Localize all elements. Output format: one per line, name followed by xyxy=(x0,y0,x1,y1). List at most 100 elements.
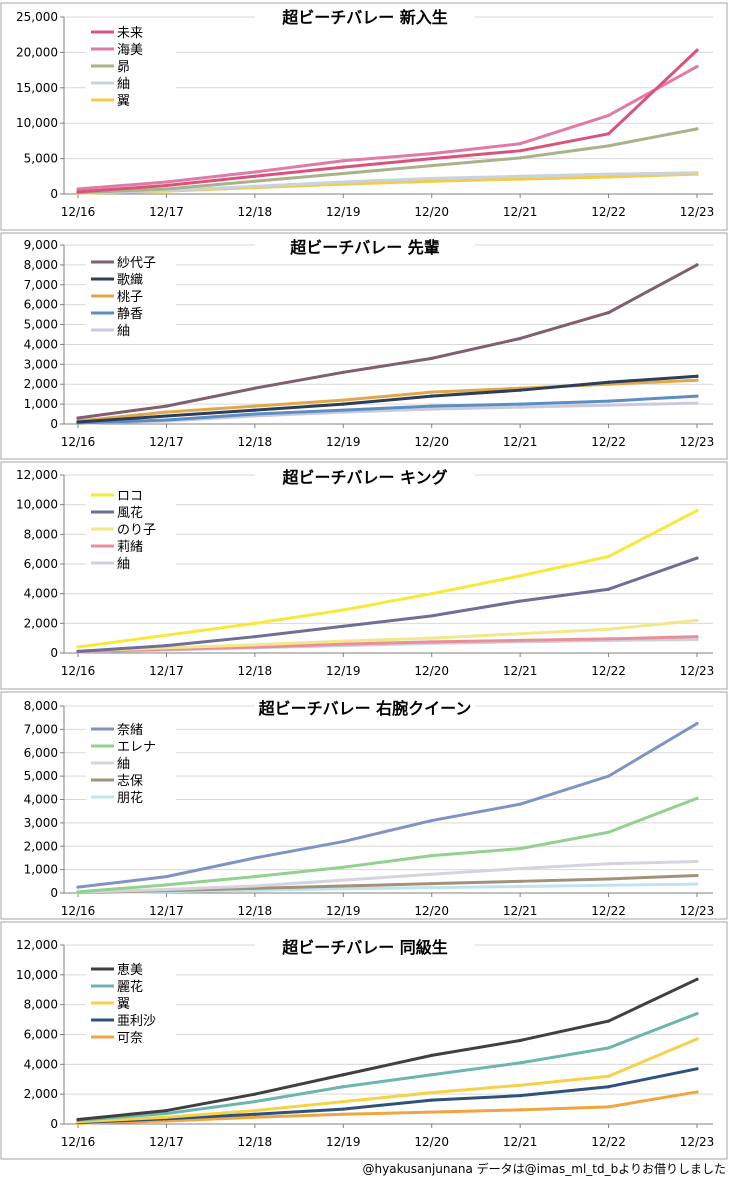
y-tick-label: 6,000 xyxy=(24,746,58,760)
data-point xyxy=(518,1108,522,1112)
data-point xyxy=(253,1108,257,1113)
data-point xyxy=(164,187,169,191)
legend-label: 朋花 xyxy=(117,790,143,806)
chart-panel-4: 0 1,000 2,000 3,000 4,000 5,000 6,000 7,000 8,00… xyxy=(0,691,728,920)
title-backdrop xyxy=(255,238,475,258)
data-point xyxy=(341,1100,345,1104)
legend-label: 恵美 xyxy=(117,963,143,978)
data-point xyxy=(164,875,169,879)
data-point xyxy=(76,890,80,894)
data-point xyxy=(695,873,699,878)
data-point xyxy=(76,416,80,420)
data-point xyxy=(341,887,345,891)
chart-title: 超ビーチバレー 右腕クイーン xyxy=(258,699,472,718)
legend-backdrop xyxy=(86,976,176,993)
data-point xyxy=(76,187,80,191)
y-tick-label: 7,000 xyxy=(24,278,58,292)
y-tick-label: 9,000 xyxy=(24,238,58,252)
legend-backdrop xyxy=(86,320,176,337)
legend-label: 歌織 xyxy=(117,273,143,288)
data-point xyxy=(518,174,522,178)
data-point xyxy=(341,624,345,628)
y-tick-label: 15,000 xyxy=(16,81,58,95)
data-point xyxy=(518,142,522,146)
legend-backdrop xyxy=(86,73,176,90)
data-point xyxy=(430,818,434,823)
legend-label: エレナ xyxy=(117,740,156,755)
data-point xyxy=(341,865,345,869)
series-line xyxy=(76,65,699,191)
legend-label: 静香 xyxy=(117,307,143,322)
y-tick-label: 2,000 xyxy=(24,377,58,391)
data-point xyxy=(164,180,169,184)
data-point xyxy=(164,883,169,887)
data-point xyxy=(606,311,611,315)
charts-canvas: 0 5,000 10,000 15,000 20,000 25,000 12/16 12/17… xyxy=(0,2,728,1160)
series-line xyxy=(76,48,699,194)
y-tick-label: 4,000 xyxy=(24,793,58,807)
y-tick-label: 0 xyxy=(50,187,58,201)
data-point xyxy=(606,1085,611,1089)
data-point xyxy=(695,618,699,622)
series-line xyxy=(76,1067,699,1125)
y-tick-label: 12,000 xyxy=(16,468,58,482)
data-point xyxy=(164,633,169,637)
data-point xyxy=(695,64,699,69)
data-point xyxy=(430,1073,434,1077)
y-tick-label: 5,000 xyxy=(24,769,58,783)
data-point xyxy=(518,632,522,636)
data-point xyxy=(695,721,699,726)
legend-label: 亜利沙 xyxy=(117,1014,156,1029)
data-point xyxy=(518,1061,522,1065)
data-point xyxy=(518,574,522,578)
data-point xyxy=(518,802,522,806)
data-point xyxy=(341,1073,345,1077)
legend-label: 紬 xyxy=(117,757,130,772)
data-point xyxy=(695,882,699,886)
x-tick-label: 12/21 xyxy=(503,435,538,449)
legend-backdrop xyxy=(86,1010,176,1027)
x-tick-label: 12/18 xyxy=(238,435,273,449)
data-point xyxy=(76,1117,80,1122)
y-tick-label: 4,000 xyxy=(24,1057,58,1071)
legend-label: 志保 xyxy=(117,774,143,789)
legend-label: 海美 xyxy=(117,43,143,58)
series-line xyxy=(76,263,699,420)
data-point xyxy=(430,356,434,360)
x-tick-label: 12/16 xyxy=(61,1135,96,1149)
data-point xyxy=(606,172,611,176)
title-backdrop xyxy=(255,468,475,488)
y-tick-label: 8,000 xyxy=(24,699,58,713)
data-point xyxy=(606,1105,611,1109)
data-point xyxy=(518,1094,522,1098)
data-point xyxy=(606,1019,611,1023)
y-tick-label: 10,000 xyxy=(16,116,58,130)
data-point xyxy=(518,846,522,851)
data-point xyxy=(518,149,522,153)
legend-backdrop xyxy=(86,1027,176,1044)
chart-title: 超ビーチバレー 新入生 xyxy=(281,8,448,27)
data-point xyxy=(430,176,434,181)
x-tick-label: 12/23 xyxy=(680,205,715,219)
data-point xyxy=(695,401,699,405)
data-point xyxy=(606,637,611,641)
legend-backdrop xyxy=(86,753,176,770)
data-point xyxy=(606,774,611,778)
x-tick-label: 12/21 xyxy=(503,904,538,918)
chart-panel-5: 0 2,000 4,000 6,000 8,000 10,000 12,000 12/16 12… xyxy=(0,921,728,1160)
legend-label: 紬 xyxy=(117,77,130,92)
y-tick-label: 5,000 xyxy=(24,318,58,332)
data-point xyxy=(695,171,699,175)
data-point xyxy=(606,399,611,403)
y-tick-label: 2,000 xyxy=(24,839,58,853)
y-tick-label: 2,000 xyxy=(24,1087,58,1101)
data-point xyxy=(253,408,257,412)
legend-label: 翼 xyxy=(117,94,130,109)
legend-label: 紗代子 xyxy=(117,256,156,271)
data-point xyxy=(430,179,434,183)
data-point xyxy=(430,592,434,596)
y-tick-label: 8,000 xyxy=(24,527,58,541)
data-point xyxy=(518,866,522,871)
data-point xyxy=(695,263,699,267)
legend-backdrop xyxy=(86,770,176,787)
